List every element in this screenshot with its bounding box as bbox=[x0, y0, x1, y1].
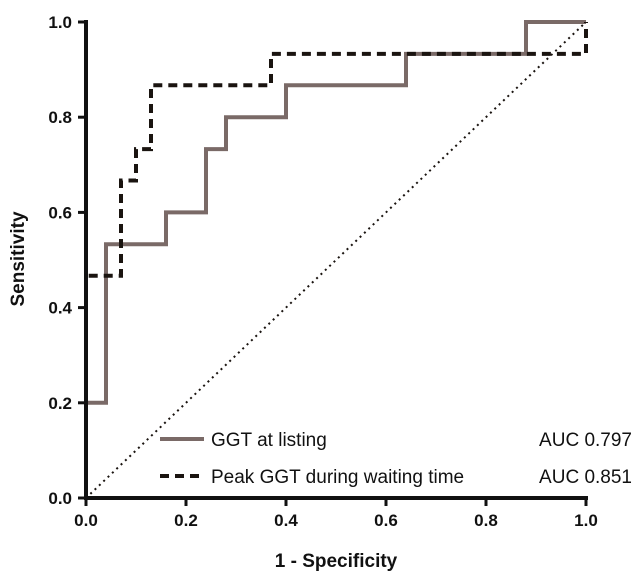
x-tick-label: 0.6 bbox=[374, 511, 398, 530]
x-tick-label: 0.0 bbox=[74, 511, 98, 530]
y-tick-label: 1.0 bbox=[48, 13, 72, 32]
y-tick-label: 0.6 bbox=[48, 203, 72, 222]
reference-diagonal bbox=[85, 21, 587, 499]
series-peak-ggt-waiting-time bbox=[84, 22, 588, 498]
x-axis-title: 1 - Specificity bbox=[275, 551, 398, 572]
legend-label-ggt-listing: GGT at listing bbox=[211, 430, 327, 451]
plot-lines bbox=[84, 20, 588, 499]
x-tick-label: 1.0 bbox=[574, 511, 598, 530]
tick-labels: 0.00.0 0.2 0.2 0.4 0.4 0.6 0.6 0.8 0.8 1.0 1.0 bbox=[48, 13, 597, 530]
y-tick-label: 0.8 bbox=[48, 108, 72, 127]
x-tick-label: 0.4 bbox=[274, 511, 298, 530]
series-ggt-at-listing bbox=[84, 20, 586, 498]
legend-auc-ggt-listing: AUC 0.797 bbox=[539, 430, 632, 451]
legend: GGT at listing AUC 0.797 Peak GGT during… bbox=[160, 430, 632, 488]
x-tick-label: 0.2 bbox=[174, 511, 198, 530]
x-tick-label: 0.8 bbox=[474, 511, 498, 530]
legend-auc-peak-ggt: AUC 0.851 bbox=[539, 467, 632, 488]
legend-label-peak-ggt: Peak GGT during waiting time bbox=[211, 467, 464, 488]
y-tick-label: 0.0 bbox=[48, 489, 72, 508]
y-tick-label: 0.4 bbox=[48, 299, 72, 318]
axes bbox=[84, 20, 588, 500]
y-tick-label: 0.2 bbox=[48, 394, 72, 413]
y-axis-title: Sensitivity bbox=[8, 211, 29, 306]
ticks bbox=[78, 20, 588, 506]
